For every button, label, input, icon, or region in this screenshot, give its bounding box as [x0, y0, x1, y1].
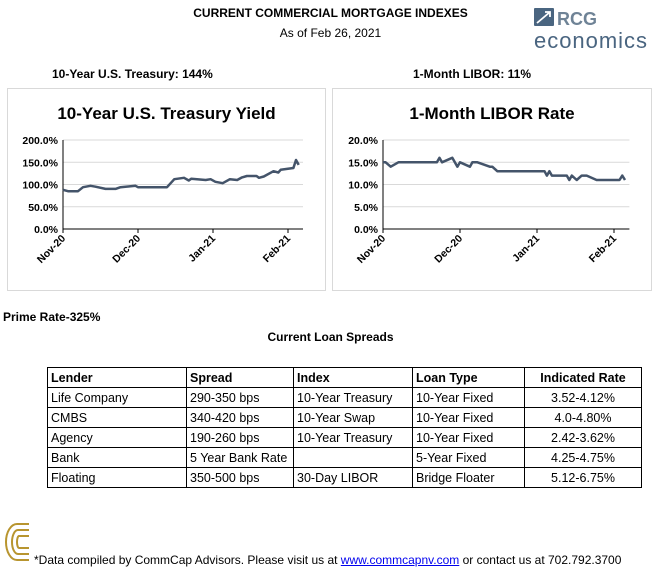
- as-of-date: As of Feb 26, 2021: [279, 26, 382, 40]
- cell-loan-type: 10-Year Fixed: [412, 387, 525, 408]
- header-indicated-rate: Indicated Rate: [524, 367, 642, 388]
- cell-index: 30-Day LIBOR: [293, 467, 413, 488]
- y-tick-label: 20.0%: [348, 135, 378, 147]
- libor-chart: 1-Month LIBOR Rate 0.0% 5.0% 10.0% 15.0% 20.0…: [332, 88, 652, 291]
- cell-indicated-rate: 3.52-4.12%: [524, 387, 642, 408]
- x-tick-label: Nov-20: [355, 233, 388, 266]
- table-row: Floating 350-500 bps 30-Day LIBOR Bridge Fl…: [47, 467, 642, 488]
- x-tick-label: Dec-20: [110, 233, 143, 266]
- x-tick-label: Feb-21: [587, 233, 620, 266]
- rcg-economics-logo: RCG economics: [534, 8, 647, 53]
- table-row: CMBS 340-420 bps 10-Year Swap 10-Year Fixed…: [47, 407, 642, 428]
- series-line: [383, 156, 627, 182]
- header-index: Index: [293, 367, 413, 388]
- cell-loan-type: 10-Year Fixed: [412, 427, 525, 448]
- y-tick-label: 200.0%: [22, 135, 58, 147]
- treasury-chart-svg: 10-Year U.S. Treasury Yield 0.0% 50.0% 100.…: [22, 104, 303, 266]
- footer-suffix: or contact us at 702.792.3700: [459, 553, 622, 567]
- y-tick-label: 100.0%: [22, 180, 58, 192]
- cell-lender: Agency: [47, 427, 187, 448]
- y-tick-label: 5.0%: [354, 202, 379, 214]
- cell-indicated-rate: 5.12-6.75%: [524, 467, 642, 488]
- cell-loan-type: 5-Year Fixed: [412, 447, 525, 468]
- cell-spread: 340-420 bps: [186, 407, 294, 428]
- cell-index: [293, 447, 413, 468]
- table-row: Agency 190-260 bps 10-Year Treasury 10-Year…: [47, 427, 642, 448]
- series-line: [62, 158, 300, 193]
- table-header-row: Lender Spread Index Loan Type Indicated …: [47, 367, 642, 388]
- cell-lender: CMBS: [47, 407, 187, 428]
- cell-lender: Floating: [47, 467, 187, 488]
- footer-note: *Data compiled by CommCap Advisors. Plea…: [34, 553, 621, 567]
- commcap-logo: [5, 523, 29, 561]
- y-tick-label: 0.0%: [354, 224, 379, 236]
- page-title: CURRENT COMMERCIAL MORTGAGE INDEXES: [193, 6, 468, 20]
- prime-rate: Prime Rate-325%: [3, 310, 101, 324]
- cell-indicated-rate: 2.42-3.62%: [524, 427, 642, 448]
- cell-loan-type: Bridge Floater: [412, 467, 525, 488]
- chart-title: 10-Year U.S. Treasury Yield: [57, 104, 275, 123]
- cell-indicated-rate: 4.25-4.75%: [524, 447, 642, 468]
- y-tick-label: 0.0%: [34, 224, 59, 236]
- treasury-chart: 10-Year U.S. Treasury Yield 0.0% 50.0% 100.…: [7, 88, 326, 291]
- y-tick-label: 10.0%: [348, 180, 378, 192]
- header-spread: Spread: [186, 367, 294, 388]
- libor-summary: 1-Month LIBOR: 11%: [413, 67, 532, 81]
- cell-index: 10-Year Treasury: [293, 387, 413, 408]
- cell-spread: 5 Year Bank Rate: [186, 447, 294, 468]
- footer-prefix: *Data compiled by CommCap Advisors. Plea…: [34, 553, 341, 567]
- svg-text:RCG: RCG: [557, 9, 597, 29]
- x-tick-label: Dec-20: [432, 233, 465, 266]
- x-tick-label: Nov-20: [35, 233, 68, 266]
- x-tick-label: Jan-21: [186, 233, 218, 265]
- cell-lender: Life Company: [47, 387, 187, 408]
- y-tick-label: 15.0%: [348, 157, 378, 169]
- table-row: Bank 5 Year Bank Rate 5-Year Fixed 4.25-4.7…: [47, 447, 642, 468]
- cell-spread: 350-500 bps: [186, 467, 294, 488]
- y-tick-label: 50.0%: [28, 202, 58, 214]
- cell-indicated-rate: 4.0-4.80%: [524, 407, 642, 428]
- table-row: Life Company 290-350 bps 10-Year Treasury 1…: [47, 387, 642, 408]
- chart-title: 1-Month LIBOR Rate: [409, 104, 574, 123]
- cell-index: 10-Year Treasury: [293, 427, 413, 448]
- x-tick-label: Feb-21: [261, 233, 294, 266]
- treasury-summary: 10-Year U.S. Treasury: 144%: [52, 67, 213, 81]
- loan-spreads-title: Current Loan Spreads: [267, 330, 394, 344]
- cell-loan-type: 10-Year Fixed: [412, 407, 525, 428]
- header-lender: Lender: [47, 367, 187, 388]
- website-link[interactable]: www.commcapnv.com: [340, 553, 460, 567]
- x-tick-label: Jan-21: [510, 233, 542, 265]
- cell-lender: Bank: [47, 447, 187, 468]
- y-tick-label: 150.0%: [22, 157, 58, 169]
- loan-spreads-table: Lender Spread Index Loan Type Indicated …: [47, 367, 642, 488]
- header-loan-type: Loan Type: [412, 367, 525, 388]
- libor-chart-svg: 1-Month LIBOR Rate 0.0% 5.0% 10.0% 15.0% 20.0…: [348, 104, 630, 266]
- svg-text:economics: economics: [534, 28, 647, 53]
- cell-index: 10-Year Swap: [293, 407, 413, 428]
- cell-spread: 190-260 bps: [186, 427, 294, 448]
- cell-spread: 290-350 bps: [186, 387, 294, 408]
